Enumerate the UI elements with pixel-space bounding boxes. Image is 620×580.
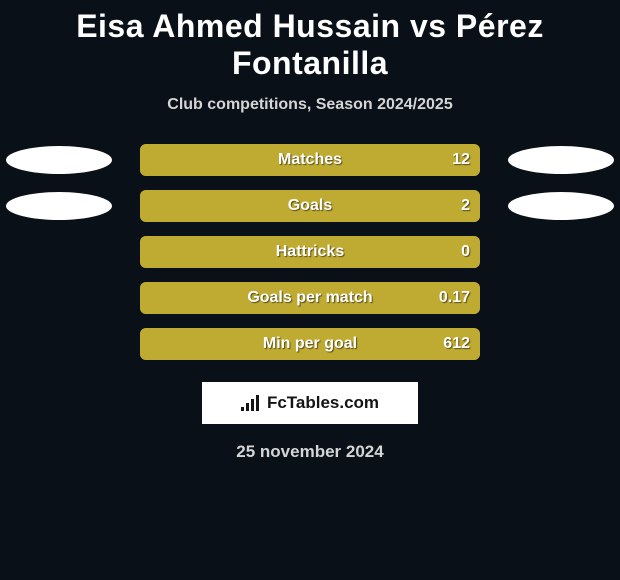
bar-fill <box>140 328 480 360</box>
bar-chart-icon <box>241 395 261 411</box>
stat-row: Min per goal612 <box>0 328 620 360</box>
bar-track <box>140 236 480 268</box>
stat-row: Matches12 <box>0 144 620 176</box>
bar-track <box>140 282 480 314</box>
comparison-infographic: Eisa Ahmed Hussain vs Pérez Fontanilla C… <box>0 0 620 462</box>
bar-track <box>140 328 480 360</box>
bar-fill <box>140 144 480 176</box>
stat-row: Goals2 <box>0 190 620 222</box>
bar-fill <box>140 282 480 314</box>
left-ellipse-icon <box>6 146 112 174</box>
bar-fill <box>140 190 480 222</box>
stat-row: Hattricks0 <box>0 236 620 268</box>
left-ellipse-icon <box>6 192 112 220</box>
bar-track <box>140 190 480 222</box>
right-ellipse-icon <box>508 192 614 220</box>
date-label: 25 november 2024 <box>0 442 620 462</box>
bar-fill <box>140 236 480 268</box>
page-title: Eisa Ahmed Hussain vs Pérez Fontanilla <box>0 8 620 82</box>
stat-row: Goals per match0.17 <box>0 282 620 314</box>
right-ellipse-icon <box>508 146 614 174</box>
logo-text: FcTables.com <box>267 393 379 413</box>
logo: FcTables.com <box>202 382 418 424</box>
stat-rows: Matches12 Goals2 Hattricks0 Goals per match… <box>0 144 620 360</box>
subtitle: Club competitions, Season 2024/2025 <box>0 96 620 114</box>
vs-separator: vs <box>410 8 447 44</box>
bar-track <box>140 144 480 176</box>
player1-name: Eisa Ahmed Hussain <box>76 8 400 44</box>
